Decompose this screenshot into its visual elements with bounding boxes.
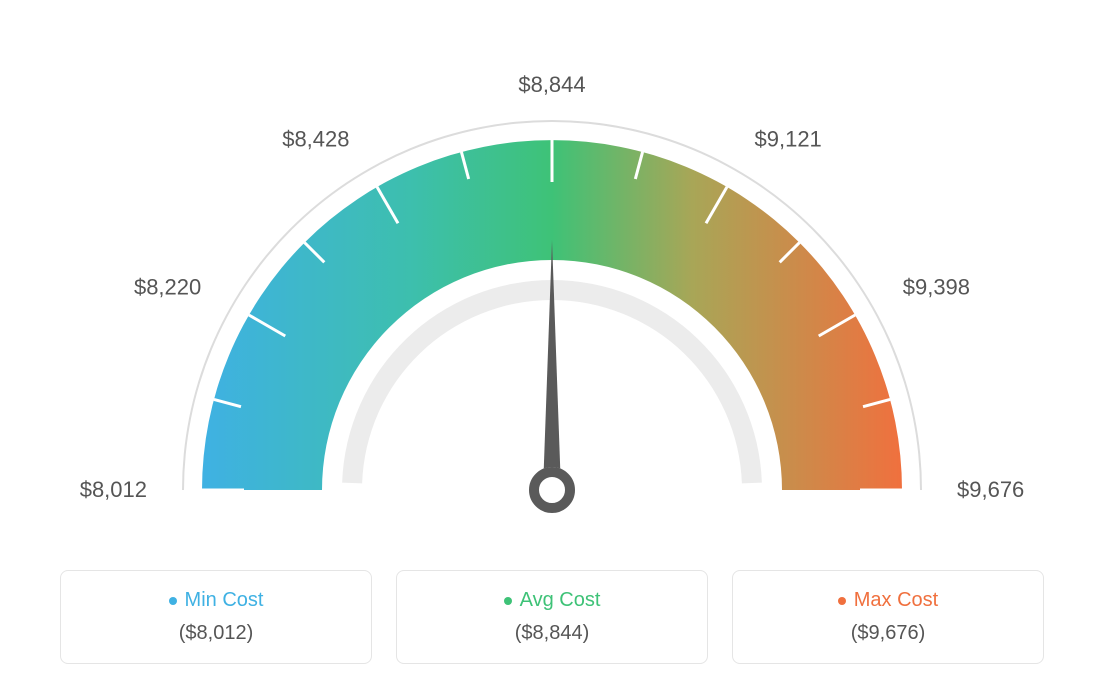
legend-card-max: Max Cost ($9,676) <box>732 570 1044 664</box>
legend-card-min: Min Cost ($8,012) <box>60 570 372 664</box>
legend-dot-avg <box>504 597 512 605</box>
gauge-needle <box>543 240 561 490</box>
legend-card-avg: Avg Cost ($8,844) <box>396 570 708 664</box>
gauge-tick-label: $9,676 <box>957 477 1024 502</box>
legend-row: Min Cost ($8,012) Avg Cost ($8,844) Max … <box>40 570 1064 664</box>
gauge-svg: $8,012 $8,220 $8,428 $8,844 $9,121 $9,398 $9,6… <box>40 20 1064 560</box>
legend-avg-value: ($8,844) <box>417 622 687 645</box>
legend-title-min: Min Cost <box>169 589 264 612</box>
chart-container: $8,012 $8,220 $8,428 $8,844 $9,121 $9,398 $9,6… <box>0 0 1104 690</box>
legend-dot-min <box>169 597 177 605</box>
legend-min-value: ($8,012) <box>81 622 351 645</box>
gauge-tick-label: $8,220 <box>134 275 201 300</box>
gauge-tick-label: $9,398 <box>903 275 970 300</box>
legend-max-value: ($9,676) <box>753 622 1023 645</box>
gauge-tick-label: $8,428 <box>282 126 349 151</box>
gauge-tick-label: $8,012 <box>80 477 147 502</box>
legend-title-avg: Avg Cost <box>504 589 601 612</box>
legend-avg-label: Avg Cost <box>520 589 601 612</box>
legend-dot-max <box>838 597 846 605</box>
legend-min-label: Min Cost <box>185 589 264 612</box>
legend-max-label: Max Cost <box>854 589 938 612</box>
gauge-area: $8,012 $8,220 $8,428 $8,844 $9,121 $9,398 $9,6… <box>40 20 1064 560</box>
legend-title-max: Max Cost <box>838 589 938 612</box>
gauge-tick-label: $8,844 <box>518 72 585 97</box>
gauge-tick-label: $9,121 <box>755 126 822 151</box>
